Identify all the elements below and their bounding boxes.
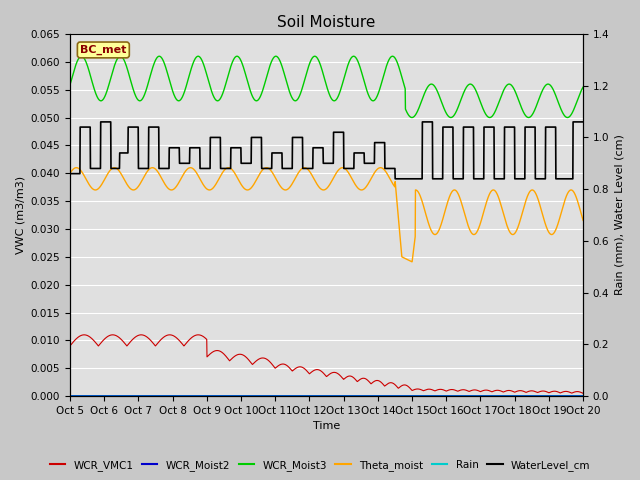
WaterLevel_cm bbox=[579, 119, 587, 125]
WCR_Moist3 bbox=[302, 72, 310, 78]
WaterLevel_cm bbox=[391, 176, 399, 182]
WCR_Moist2 bbox=[579, 393, 587, 398]
WaterLevel_cm bbox=[92, 166, 100, 171]
WCR_Moist2 bbox=[564, 393, 572, 398]
Theta_moist bbox=[565, 189, 573, 194]
WCR_Moist2 bbox=[564, 393, 572, 398]
Theta_moist bbox=[408, 259, 416, 264]
Rain bbox=[66, 393, 74, 399]
Line: WCR_Moist3: WCR_Moist3 bbox=[70, 56, 583, 118]
WCR_VMC1 bbox=[564, 389, 572, 395]
WCR_Moist3 bbox=[316, 60, 324, 66]
WCR_VMC1 bbox=[579, 390, 587, 396]
WaterLevel_cm bbox=[470, 176, 478, 182]
Theta_moist bbox=[302, 165, 310, 171]
Theta_moist bbox=[579, 217, 587, 223]
Y-axis label: Rain (mm), Water Level (cm): Rain (mm), Water Level (cm) bbox=[615, 134, 625, 296]
WCR_Moist3 bbox=[66, 82, 74, 88]
Theta_moist bbox=[470, 231, 478, 237]
Rain bbox=[316, 393, 323, 399]
WCR_Moist3 bbox=[565, 114, 573, 120]
Theta_moist bbox=[316, 185, 323, 191]
WCR_Moist3 bbox=[564, 115, 572, 120]
X-axis label: Time: Time bbox=[313, 421, 340, 432]
WaterLevel_cm bbox=[316, 145, 324, 151]
Rain bbox=[564, 393, 572, 399]
WCR_Moist2 bbox=[92, 393, 100, 398]
Rain bbox=[302, 393, 310, 399]
Theta_moist bbox=[66, 170, 74, 176]
WCR_Moist2 bbox=[66, 393, 74, 398]
Rain bbox=[579, 393, 587, 399]
WCR_VMC1 bbox=[66, 343, 74, 349]
WCR_Moist2 bbox=[302, 393, 310, 398]
WaterLevel_cm bbox=[302, 166, 310, 171]
WCR_VMC1 bbox=[302, 367, 310, 373]
WaterLevel_cm bbox=[565, 176, 573, 182]
WaterLevel_cm bbox=[564, 176, 572, 182]
WaterLevel_cm bbox=[97, 119, 104, 125]
WCR_Moist3 bbox=[579, 84, 587, 90]
Rain bbox=[470, 393, 478, 399]
WCR_Moist2 bbox=[316, 393, 323, 398]
WaterLevel_cm bbox=[66, 171, 74, 177]
Theta_moist bbox=[564, 189, 572, 195]
Theta_moist bbox=[377, 165, 385, 170]
WCR_Moist3 bbox=[564, 114, 572, 120]
WCR_Moist3 bbox=[92, 92, 100, 97]
Rain bbox=[92, 393, 100, 399]
WCR_Moist2 bbox=[470, 393, 478, 398]
WCR_Moist3 bbox=[470, 84, 478, 90]
Legend: WCR_VMC1, WCR_Moist2, WCR_Moist3, Theta_moist, Rain, WaterLevel_cm: WCR_VMC1, WCR_Moist2, WCR_Moist3, Theta_… bbox=[45, 456, 595, 475]
WCR_VMC1 bbox=[470, 387, 478, 393]
WCR_VMC1 bbox=[195, 332, 202, 338]
Title: Soil Moisture: Soil Moisture bbox=[277, 15, 376, 30]
WCR_Moist3 bbox=[156, 53, 163, 59]
Theta_moist bbox=[92, 187, 100, 193]
WCR_VMC1 bbox=[316, 367, 324, 373]
WCR_VMC1 bbox=[92, 340, 100, 346]
Y-axis label: VWC (m3/m3): VWC (m3/m3) bbox=[15, 176, 25, 254]
Rain bbox=[564, 393, 572, 399]
Line: Theta_moist: Theta_moist bbox=[70, 168, 583, 262]
Text: BC_met: BC_met bbox=[80, 45, 127, 55]
Line: WCR_VMC1: WCR_VMC1 bbox=[70, 335, 583, 393]
WCR_VMC1 bbox=[564, 389, 572, 395]
Line: WaterLevel_cm: WaterLevel_cm bbox=[70, 122, 583, 179]
